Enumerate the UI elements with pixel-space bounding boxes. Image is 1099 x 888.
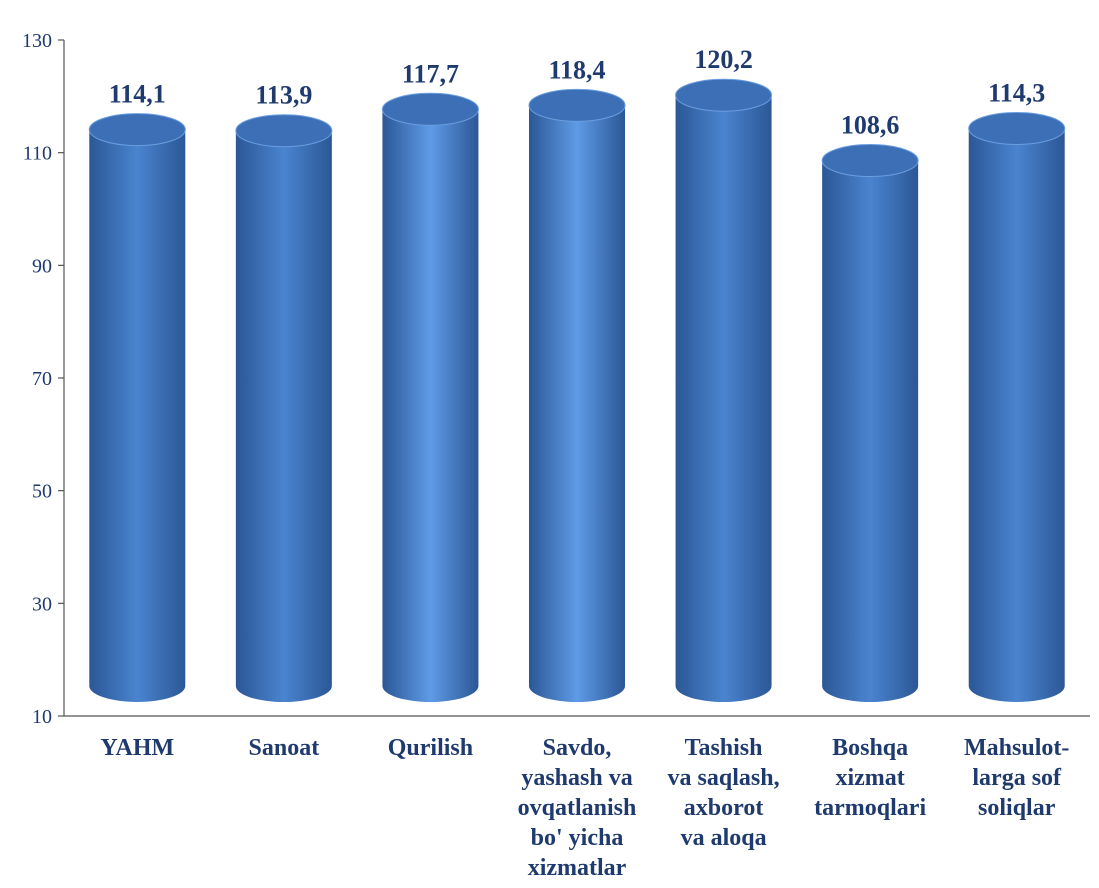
bar-1 [88,113,186,702]
y-tick-label: 90 [32,255,52,277]
bar-top [968,111,1066,145]
category-label: Mahsulot- [964,735,1069,761]
category-label: bo' yicha [531,825,624,851]
data-label: 118,4 [548,55,605,84]
bar-top [528,88,626,122]
bar-top [381,92,479,126]
data-label: 108,6 [841,111,900,140]
bar-4 [528,88,626,702]
bar-top [675,78,773,112]
bar-3 [381,92,479,703]
bar-body [675,95,772,702]
y-tick-label: 130 [22,30,52,52]
category-label: xizmatlar [528,855,627,881]
category-label: Qurilish [388,735,473,761]
labels: 114,1 YAHM 113,9 Sanoat 117,7 Qurilish 118,4 Sa… [100,45,1069,881]
data-label: 117,7 [402,59,459,88]
bar-body [822,160,919,702]
y-tick-label: 110 [23,143,52,165]
data-label: 113,9 [255,81,312,110]
bar-top [88,113,186,147]
y-tick-label: 10 [32,706,52,728]
y-tick-label: 30 [32,593,52,615]
y-tick-label: 70 [32,368,52,390]
category-label: axborot [684,795,764,821]
bar-body [968,128,1065,702]
data-label: 120,2 [694,45,753,74]
bar-2 [235,114,333,703]
category-label: va aloqa [681,825,767,851]
category-label: soliqlar [978,795,1056,821]
bar-7 [968,111,1066,702]
category-label: Tashish [685,735,763,761]
data-label: 114,1 [109,80,166,109]
category-label: larga sof [972,765,1062,791]
category-label: Sanoat [249,735,320,761]
bars [88,78,1066,703]
category-label: YAHM [100,735,174,761]
category-label: tarmoqlari [814,795,926,821]
bar-top [821,144,919,178]
bar-body [235,130,332,703]
category-label: Savdo, [543,735,612,761]
bar-top [235,114,333,148]
data-label: 114,3 [988,78,1045,107]
bar-5 [675,78,773,702]
axes: 10 30 50 70 90 110 130 [22,30,1090,728]
category-label: xizmat [835,765,904,791]
category-label: ovqatlanish [518,795,637,821]
y-tick-label: 50 [32,481,52,503]
bar-body [89,129,186,702]
bar-body [529,105,625,702]
category-label: va saqlash, [668,765,780,791]
bar-6 [821,144,919,702]
category-label: yashash va [521,765,632,791]
category-label: Boshqa [832,735,908,761]
bar-body [382,109,479,703]
